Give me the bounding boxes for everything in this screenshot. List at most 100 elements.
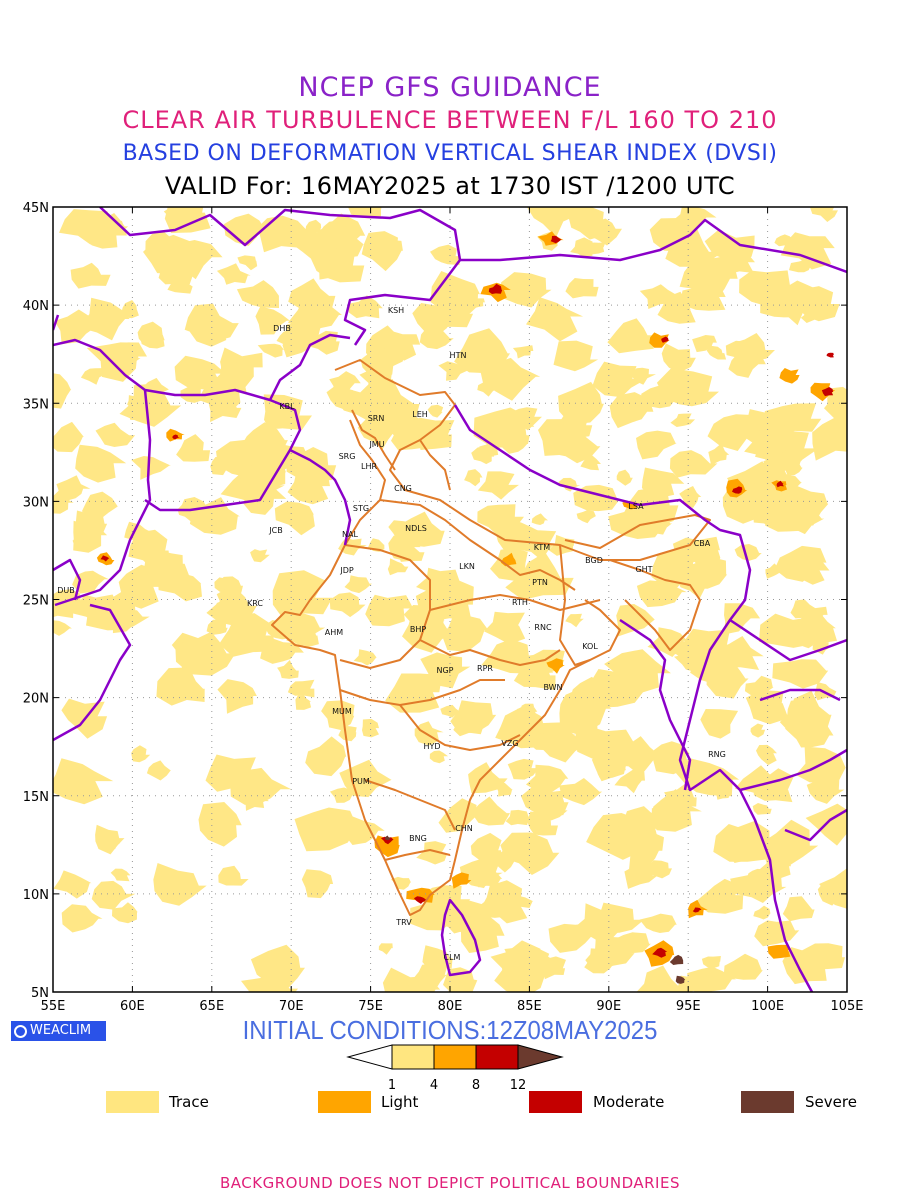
severe-patch bbox=[669, 954, 684, 965]
trace-patch bbox=[56, 475, 91, 502]
trace-patch bbox=[700, 709, 739, 739]
trace-patch bbox=[385, 413, 426, 439]
trace-patch bbox=[429, 750, 449, 764]
station-label: KSH bbox=[388, 306, 404, 315]
station-label: BHP bbox=[410, 625, 427, 634]
trace-patch bbox=[420, 652, 471, 689]
trace-patch bbox=[704, 229, 755, 270]
colorbar-low-arrow bbox=[346, 1044, 393, 1070]
trace-patch bbox=[608, 497, 671, 539]
trace-patch bbox=[636, 965, 685, 992]
trace-patch bbox=[277, 660, 299, 679]
trace-patch bbox=[255, 306, 290, 335]
station-label: JMU bbox=[368, 440, 384, 449]
trace-patch bbox=[500, 832, 560, 875]
trace-patch bbox=[464, 469, 483, 487]
station-label: BNG bbox=[409, 834, 427, 843]
lat-tick-label: 5N bbox=[31, 986, 49, 1001]
trace-patch bbox=[186, 312, 229, 347]
trace-patch bbox=[438, 361, 470, 381]
trace-patch bbox=[745, 690, 789, 725]
trace-patch bbox=[416, 841, 448, 865]
trace-patch bbox=[587, 242, 606, 255]
trace-patch bbox=[641, 385, 677, 409]
trace-patch bbox=[53, 870, 92, 899]
station-label: DHB bbox=[273, 324, 291, 333]
trace-patch bbox=[143, 550, 190, 580]
trace-patch bbox=[470, 832, 502, 869]
trace-patch bbox=[657, 291, 696, 324]
lon-tick-label: 55E bbox=[41, 999, 66, 1014]
lon-tick-label: 70E bbox=[279, 999, 304, 1014]
station-label: CLM bbox=[444, 953, 461, 962]
trace-patch bbox=[163, 207, 195, 223]
trace-patch bbox=[776, 455, 801, 472]
trace-patch bbox=[481, 880, 528, 924]
lon-tick-label: 85E bbox=[517, 999, 542, 1014]
trace-patch bbox=[112, 902, 138, 924]
station-label: KOL bbox=[582, 642, 598, 651]
lat-tick-label: 15N bbox=[23, 790, 49, 805]
axis-ticks bbox=[52, 206, 848, 993]
trace-patch bbox=[752, 803, 772, 815]
trace-patch bbox=[516, 530, 557, 561]
trace-patch bbox=[750, 723, 766, 738]
colorbar-tick: 8 bbox=[472, 1078, 480, 1093]
logo-circle-icon bbox=[14, 1024, 27, 1038]
country-boundaries bbox=[53, 207, 847, 992]
valid-time: VALID For: 16MAY2025 at 1730 IST /1200 U… bbox=[164, 172, 736, 200]
trace-patch bbox=[639, 913, 677, 933]
trace-patch bbox=[471, 445, 495, 465]
trace-patch bbox=[724, 603, 761, 635]
station-label: GHT bbox=[635, 565, 652, 574]
colorbar-high-arrow bbox=[517, 1044, 564, 1070]
moderate-patch bbox=[661, 336, 670, 343]
trace-patch bbox=[59, 209, 112, 245]
trace-patch bbox=[53, 488, 74, 514]
legend-label: Severe bbox=[805, 1093, 857, 1111]
trace-patch bbox=[581, 218, 622, 246]
trace-patch bbox=[272, 570, 333, 618]
trace-patch bbox=[775, 280, 815, 326]
trace-patch bbox=[512, 345, 534, 359]
station-label: NDLS bbox=[405, 524, 427, 533]
trace-patch bbox=[362, 718, 379, 738]
trace-patch bbox=[824, 396, 847, 434]
trace-patch bbox=[584, 948, 616, 974]
trace-patch bbox=[636, 580, 687, 608]
legend-label: Trace bbox=[169, 1093, 209, 1111]
moderate-areas bbox=[100, 235, 834, 958]
trace-patch bbox=[294, 807, 358, 852]
trace-patch bbox=[772, 659, 829, 689]
trace-patch bbox=[526, 297, 584, 342]
trace-patch bbox=[650, 789, 702, 832]
trace-patch bbox=[53, 373, 72, 409]
trace-patch bbox=[237, 255, 258, 271]
station-label: RTH bbox=[512, 598, 528, 607]
colorbar-light bbox=[433, 1044, 477, 1070]
lat-tick-label: 10N bbox=[23, 888, 49, 903]
station-label: NAL bbox=[342, 530, 358, 539]
trace-patch bbox=[746, 868, 766, 885]
lat-tick-label: 25N bbox=[23, 594, 49, 609]
trace-patch bbox=[156, 667, 205, 706]
trace-patch bbox=[756, 744, 777, 766]
lon-tick-label: 105E bbox=[830, 999, 863, 1014]
trace-patch bbox=[701, 956, 721, 969]
trace-patch bbox=[53, 758, 114, 805]
trace-patch bbox=[565, 613, 584, 628]
trace-patch bbox=[665, 227, 724, 267]
trace-patch bbox=[504, 943, 540, 966]
light-patch bbox=[779, 368, 800, 384]
trace-patch bbox=[500, 272, 552, 308]
trace-patch bbox=[116, 350, 141, 367]
colorbar-tick: 12 bbox=[510, 1078, 527, 1093]
trace-patch bbox=[348, 295, 383, 319]
trace-patch bbox=[708, 443, 730, 466]
lon-tick-label: 90E bbox=[596, 999, 621, 1014]
trace-patch bbox=[205, 754, 257, 792]
trace-patch bbox=[646, 860, 672, 879]
station-label: TRV bbox=[395, 918, 412, 927]
trace-patch bbox=[91, 880, 136, 910]
trace-patch bbox=[522, 949, 556, 970]
